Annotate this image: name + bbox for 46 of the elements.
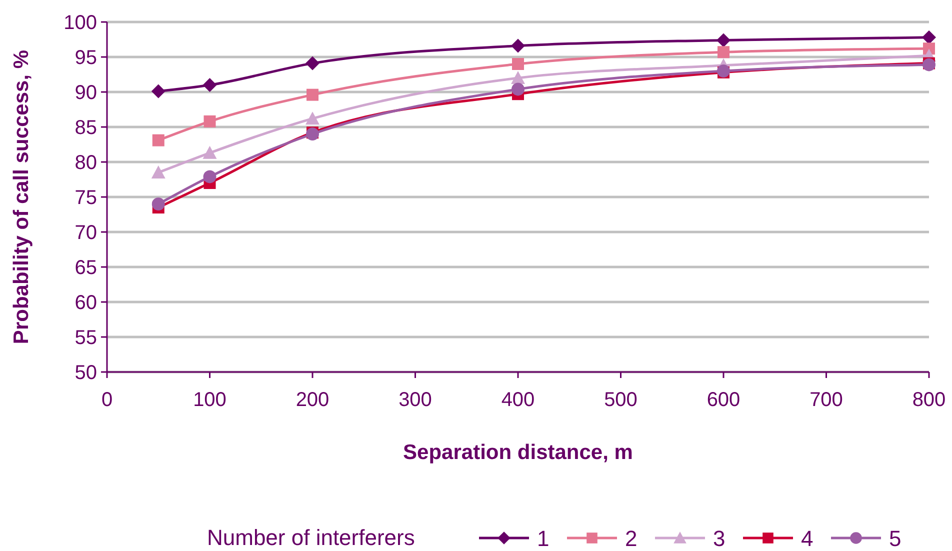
y-tick-label: 55 xyxy=(74,327,97,349)
point xyxy=(202,146,217,159)
point xyxy=(716,33,730,48)
legend-title: Number of interferers xyxy=(207,525,415,550)
x-tick-label: 100 xyxy=(193,389,226,411)
y-tick-label: 80 xyxy=(74,152,97,174)
y-tick-label: 100 xyxy=(64,12,97,34)
y-tick-label: 50 xyxy=(74,362,97,384)
legend-label: 2 xyxy=(625,526,638,551)
point xyxy=(306,56,320,70)
point xyxy=(922,30,936,44)
x-tick-label: 0 xyxy=(101,389,113,411)
legend-label: 4 xyxy=(801,526,814,551)
point xyxy=(511,38,525,53)
point xyxy=(511,71,525,84)
point xyxy=(203,170,216,184)
point xyxy=(151,84,166,98)
point xyxy=(151,166,166,178)
x-tick-label: 500 xyxy=(604,389,638,411)
x-tick-label: 200 xyxy=(296,389,330,411)
x-axis-title: Separation distance, m xyxy=(403,441,633,464)
legend-label: 3 xyxy=(713,526,726,551)
point xyxy=(204,115,216,128)
point xyxy=(306,88,318,101)
legend-label: 5 xyxy=(889,526,902,551)
point xyxy=(512,82,524,96)
y-tick-label: 95 xyxy=(74,47,97,69)
x-tick-label: 300 xyxy=(398,389,432,411)
point xyxy=(512,58,524,70)
x-tick-label: 700 xyxy=(810,389,843,411)
x-tick-label: 600 xyxy=(706,389,740,411)
point xyxy=(152,198,165,210)
y-tick-label: 75 xyxy=(74,187,97,209)
point xyxy=(718,46,730,58)
legend-label: 1 xyxy=(537,526,550,551)
point xyxy=(306,112,320,125)
y-tick-label: 70 xyxy=(74,222,97,244)
y-tick-label: 90 xyxy=(74,82,97,104)
x-tick-label: 400 xyxy=(501,389,535,411)
x-tick-label: 800 xyxy=(912,389,946,411)
y-axis-title: Probability of call success, % xyxy=(10,50,33,344)
point xyxy=(202,78,217,92)
y-tick-label: 85 xyxy=(74,117,97,139)
y-tick-label: 60 xyxy=(74,292,97,314)
point xyxy=(152,134,164,146)
y-tick-label: 65 xyxy=(74,257,97,279)
